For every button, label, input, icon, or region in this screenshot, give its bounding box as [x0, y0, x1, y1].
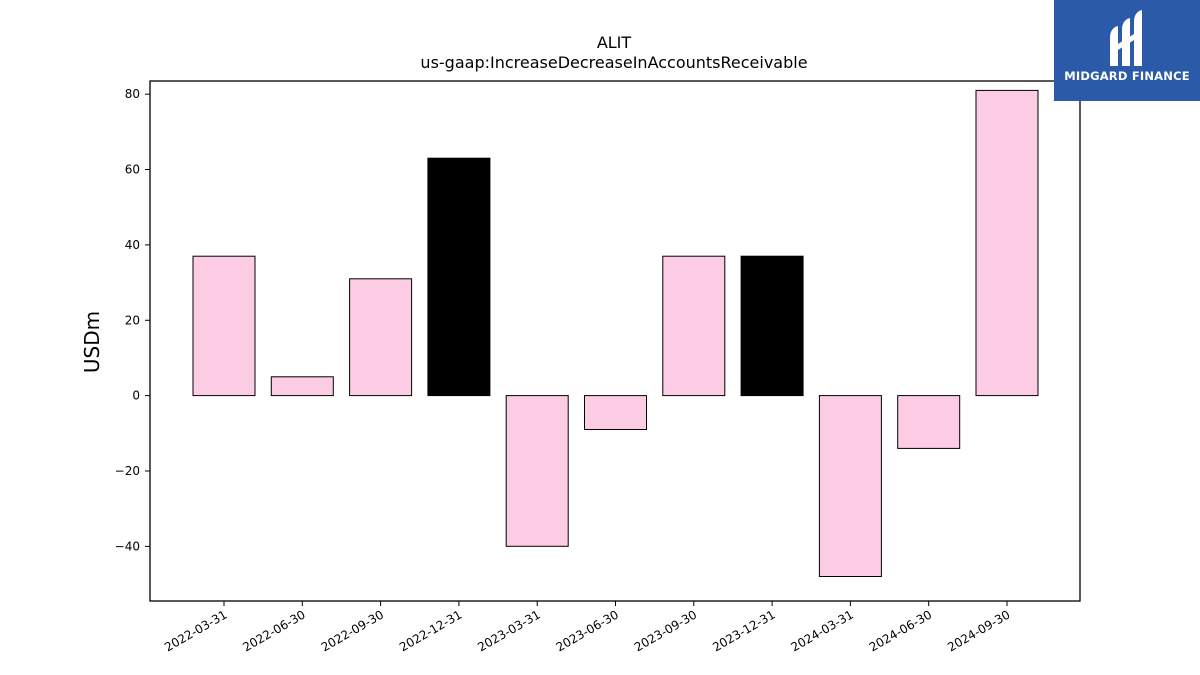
- y-tick-label: −20: [115, 464, 140, 478]
- bar-2023-09-30: [662, 255, 726, 397]
- x-tick-label: 2022-09-30: [319, 607, 386, 654]
- x-tick-label: 2023-06-30: [554, 607, 621, 654]
- x-tick-label: 2024-09-30: [945, 607, 1012, 654]
- bar-2022-09-30: [349, 278, 413, 397]
- bar-2024-09-30: [975, 89, 1039, 397]
- bar-2023-06-30: [584, 395, 647, 431]
- bar-2022-12-31: [427, 157, 491, 397]
- x-tick-label: 2023-03-31: [475, 607, 542, 654]
- x-tick-label: 2024-03-31: [788, 607, 855, 654]
- x-ticks-group: 2022-03-31 2022-06-30 2022-09-30 2022-12-31…: [162, 601, 1013, 654]
- x-tick-label: 2024-06-30: [867, 607, 934, 654]
- x-tick-label: 2023-12-31: [710, 607, 777, 654]
- y-ticks-group: 80 60 40 20 0 −20 −40: [115, 87, 150, 553]
- chart-subtitle: us-gaap:IncreaseDecreaseInAccountsReceiv…: [420, 53, 807, 72]
- midgard-logo-icon: [1110, 10, 1142, 66]
- chart-title: ALIT: [597, 33, 632, 52]
- y-tick-label: 0: [132, 389, 140, 403]
- y-axis-label: USDm: [80, 311, 104, 373]
- y-tick-label: 60: [125, 163, 140, 177]
- bar-2024-06-30: [897, 395, 961, 449]
- bar-2022-06-30: [270, 376, 334, 397]
- y-tick-label: −40: [115, 539, 140, 553]
- x-tick-label: 2023-09-30: [632, 607, 699, 654]
- bar-2023-03-31: [505, 395, 569, 547]
- bar-2024-03-31: [818, 395, 882, 577]
- logo-text: MIDGARD FINANCE: [1064, 69, 1190, 83]
- midgard-finance-logo: MIDGARD FINANCE: [1054, 0, 1200, 101]
- x-tick-label: 2022-12-31: [397, 607, 464, 654]
- y-tick-label: 20: [125, 313, 140, 327]
- y-tick-label: 80: [125, 87, 140, 101]
- x-tick-label: 2022-06-30: [240, 607, 307, 654]
- bar-2022-03-31: [192, 255, 256, 397]
- x-tick-label: 2022-03-31: [162, 607, 229, 654]
- y-tick-label: 40: [125, 238, 140, 252]
- bar-2023-12-31: [740, 255, 804, 397]
- bars-group: [192, 89, 1039, 577]
- plot-frame: [149, 80, 1081, 602]
